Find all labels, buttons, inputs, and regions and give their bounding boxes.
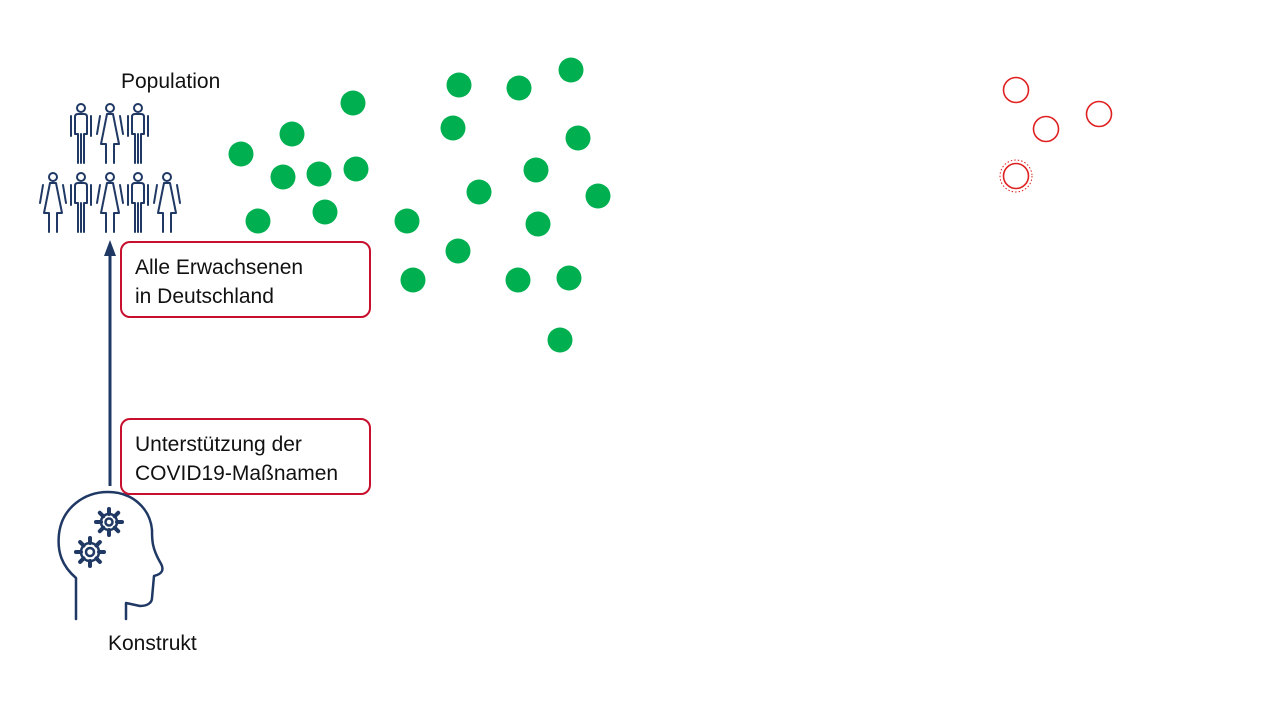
sample-dot — [547, 327, 573, 353]
man-figure-icon — [70, 172, 92, 233]
sample-dot — [506, 75, 532, 101]
population-definition-callout: Alle Erwachsenen in Deutschland — [120, 241, 371, 318]
sample-dot — [400, 267, 426, 293]
outlier-ring — [1002, 162, 1030, 190]
sample-dot — [445, 238, 471, 264]
arrow-head — [104, 240, 116, 256]
callout-line: Unterstützung der — [135, 433, 302, 456]
head-with-gears-icon — [57, 490, 164, 621]
people-group-icon — [39, 103, 181, 233]
sample-dot — [340, 90, 366, 116]
sample-dot — [306, 161, 332, 187]
sample-dot — [558, 57, 584, 83]
sample-dot — [556, 265, 582, 291]
sample-dot — [505, 267, 531, 293]
sample-dot — [466, 179, 492, 205]
outlier-ring — [1032, 115, 1060, 143]
callout-line: COVID19-Maßnamen — [135, 462, 339, 485]
man-figure-icon — [70, 103, 92, 164]
man-figure-icon — [127, 172, 149, 233]
callout-line: Alle Erwachsenen — [135, 256, 304, 279]
construct-title: Konstrukt — [108, 632, 197, 655]
callout-line: in Deutschland — [135, 285, 274, 308]
outlier-ring — [1002, 76, 1030, 104]
gear-icon — [94, 507, 124, 537]
woman-figure-icon — [96, 103, 124, 164]
sample-dots — [228, 57, 611, 353]
outlier-rings — [999, 76, 1113, 193]
woman-figure-icon — [39, 172, 67, 233]
man-figure-icon — [127, 103, 149, 164]
sample-dot — [585, 183, 611, 209]
sample-dot — [440, 115, 466, 141]
sample-dot — [446, 72, 472, 98]
construct-definition-callout: Unterstützung der COVID19-Maßnamen — [120, 418, 371, 495]
sample-dot — [228, 141, 254, 167]
sample-dot — [565, 125, 591, 151]
outlier-ring-halo — [999, 159, 1033, 193]
woman-figure-icon — [153, 172, 181, 233]
outlier-ring — [1085, 100, 1113, 128]
sample-dot — [279, 121, 305, 147]
sample-dot — [245, 208, 271, 234]
sample-dot — [270, 164, 296, 190]
population-title: Population — [121, 70, 221, 93]
sample-dot — [525, 211, 551, 237]
sample-dot — [343, 156, 369, 182]
gear-icon — [74, 536, 106, 568]
sample-dot — [523, 157, 549, 183]
sample-dot — [312, 199, 338, 225]
woman-figure-icon — [96, 172, 124, 233]
sample-dot — [394, 208, 420, 234]
